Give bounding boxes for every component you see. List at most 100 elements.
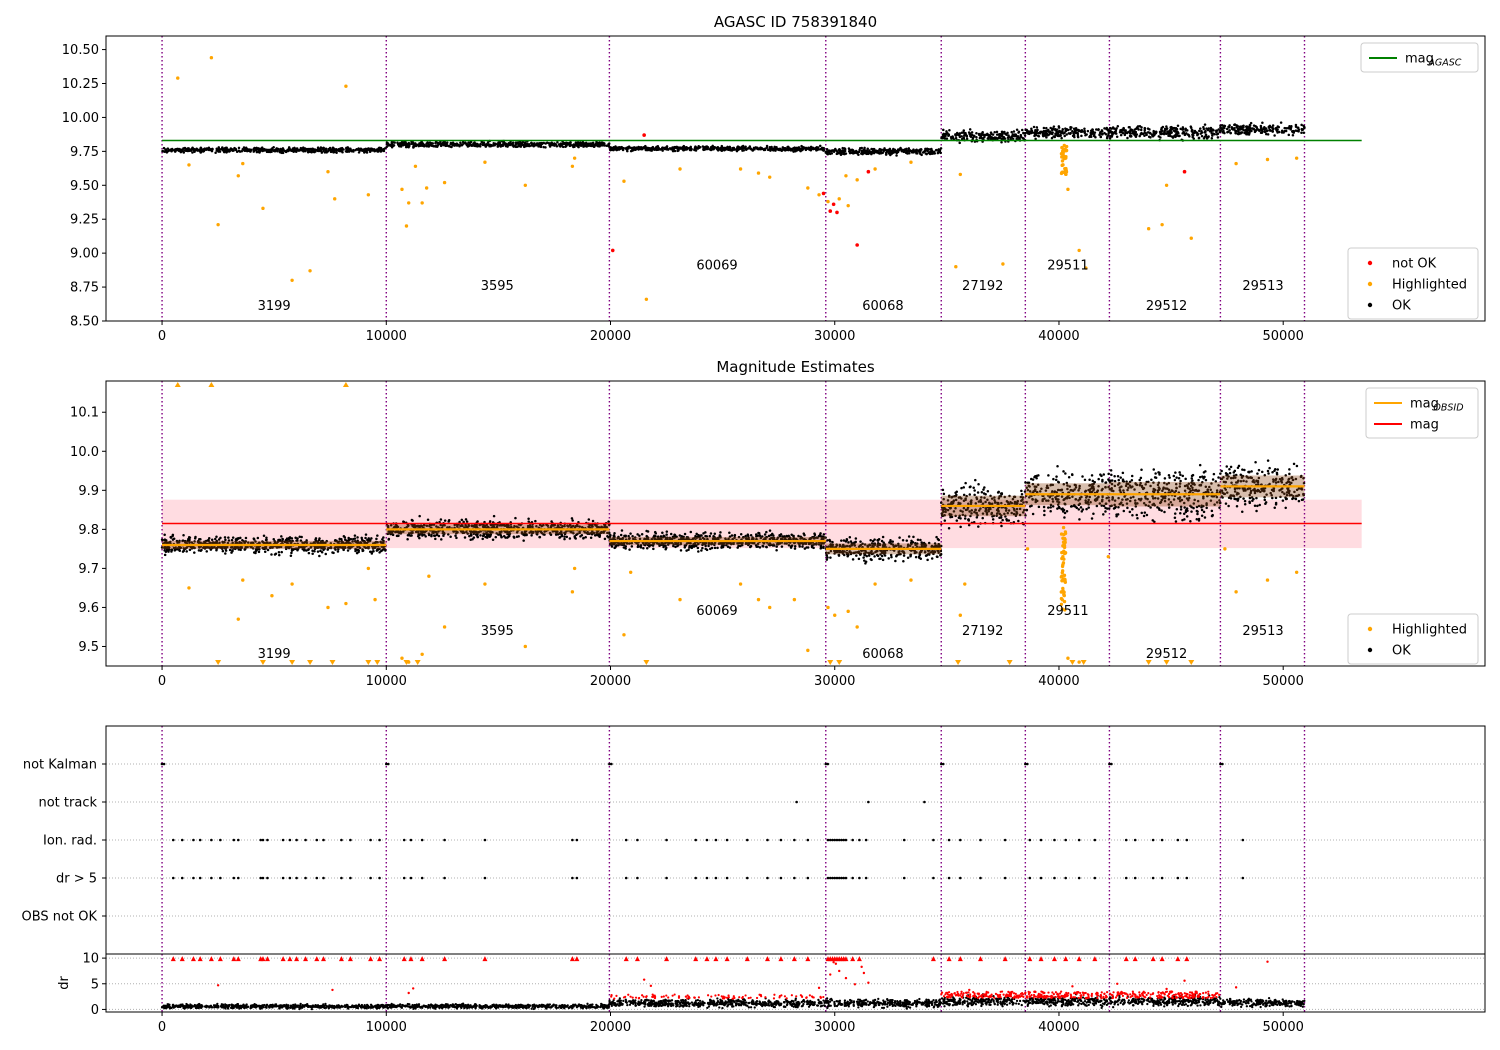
ok-point xyxy=(260,146,264,149)
ok-point xyxy=(1052,135,1055,138)
ok-point xyxy=(589,536,593,539)
ok-point xyxy=(838,148,841,151)
ok-point xyxy=(638,537,642,541)
ok-point xyxy=(319,148,322,151)
ok-point xyxy=(904,151,908,154)
ok-point xyxy=(720,144,724,148)
ok-point xyxy=(525,144,529,148)
ok-point xyxy=(1110,134,1114,137)
ok-point xyxy=(1207,127,1210,130)
ok-point xyxy=(775,545,778,548)
highlighted-point xyxy=(1064,168,1068,173)
ok-point xyxy=(587,518,591,521)
ok-point xyxy=(1160,126,1163,130)
ok-point xyxy=(550,524,553,528)
ok-point xyxy=(356,541,359,544)
ok-point xyxy=(646,536,649,539)
ok-point xyxy=(1057,125,1061,128)
ok-point xyxy=(736,145,740,148)
ok-point xyxy=(671,149,675,153)
ok-point xyxy=(1199,127,1202,130)
ok-point xyxy=(277,553,281,557)
ok-point xyxy=(387,538,390,541)
ok-point xyxy=(1198,129,1201,133)
highlighted-point xyxy=(1062,147,1067,152)
ok-point xyxy=(595,524,598,528)
ok-point xyxy=(805,546,808,549)
ok-point xyxy=(1128,126,1131,129)
ok-point xyxy=(726,545,730,549)
ok-point xyxy=(1212,132,1215,135)
ok-point xyxy=(389,530,392,533)
ok-point xyxy=(543,530,546,533)
ok-point xyxy=(206,539,210,542)
ok-point xyxy=(185,550,188,553)
ok-point xyxy=(787,543,791,547)
ok-point xyxy=(960,135,963,138)
ok-point xyxy=(363,151,366,154)
ok-point xyxy=(907,147,911,150)
ok-point xyxy=(492,144,495,147)
ok-point xyxy=(277,545,281,549)
ok-point xyxy=(942,128,945,132)
ok-point xyxy=(818,144,822,148)
ok-point xyxy=(194,535,197,539)
highlighted-point xyxy=(678,167,682,171)
highlighted-point xyxy=(837,197,841,201)
ok-point xyxy=(281,537,284,541)
ok-point xyxy=(1148,131,1152,135)
ok-point xyxy=(412,146,415,149)
ok-point xyxy=(238,150,242,153)
ok-point xyxy=(719,531,722,534)
ok-point xyxy=(1083,127,1086,130)
legend-frame xyxy=(1347,247,1479,320)
ok-point xyxy=(1275,126,1278,130)
ok-point xyxy=(320,151,324,154)
ok-point xyxy=(757,531,761,535)
ok-point xyxy=(1125,131,1129,135)
ok-point xyxy=(568,537,572,540)
ok-point xyxy=(702,147,705,150)
ok-point xyxy=(1024,131,1027,135)
ok-point xyxy=(243,547,247,550)
ok-point xyxy=(298,535,302,539)
ok-point xyxy=(1211,128,1214,131)
ok-point xyxy=(277,551,281,554)
ok-point xyxy=(614,146,617,150)
ok-point xyxy=(459,524,462,528)
ok-point xyxy=(1064,127,1067,130)
ok-point xyxy=(418,142,421,145)
ok-point xyxy=(399,142,403,146)
ok-point xyxy=(689,146,692,149)
ok-point xyxy=(181,550,185,553)
ok-point xyxy=(378,551,381,554)
ok-point xyxy=(164,550,168,554)
ok-point xyxy=(707,544,710,548)
ok-point xyxy=(281,151,285,155)
ok-point xyxy=(603,537,607,541)
ok-point xyxy=(855,150,859,154)
ok-point xyxy=(925,147,929,151)
ok-point xyxy=(279,545,283,549)
highlighted-point xyxy=(1061,170,1065,175)
ok-point xyxy=(587,142,591,145)
ok-point xyxy=(1035,131,1039,135)
ok-point xyxy=(1093,131,1097,134)
ok-point xyxy=(613,532,616,535)
ok-point xyxy=(491,530,494,534)
ok-point xyxy=(386,142,390,146)
ok-point xyxy=(479,534,482,537)
ok-point xyxy=(756,147,759,151)
ok-point xyxy=(376,534,379,537)
ok-point xyxy=(781,535,784,538)
ok-point xyxy=(592,145,596,148)
ok-point xyxy=(1234,131,1237,135)
ok-point xyxy=(1042,134,1045,138)
ok-point xyxy=(697,144,700,148)
legend-frame xyxy=(1360,42,1479,73)
ok-point xyxy=(1159,136,1162,139)
ok-point xyxy=(197,538,201,541)
ok-point xyxy=(645,547,649,550)
ok-point xyxy=(179,546,183,549)
